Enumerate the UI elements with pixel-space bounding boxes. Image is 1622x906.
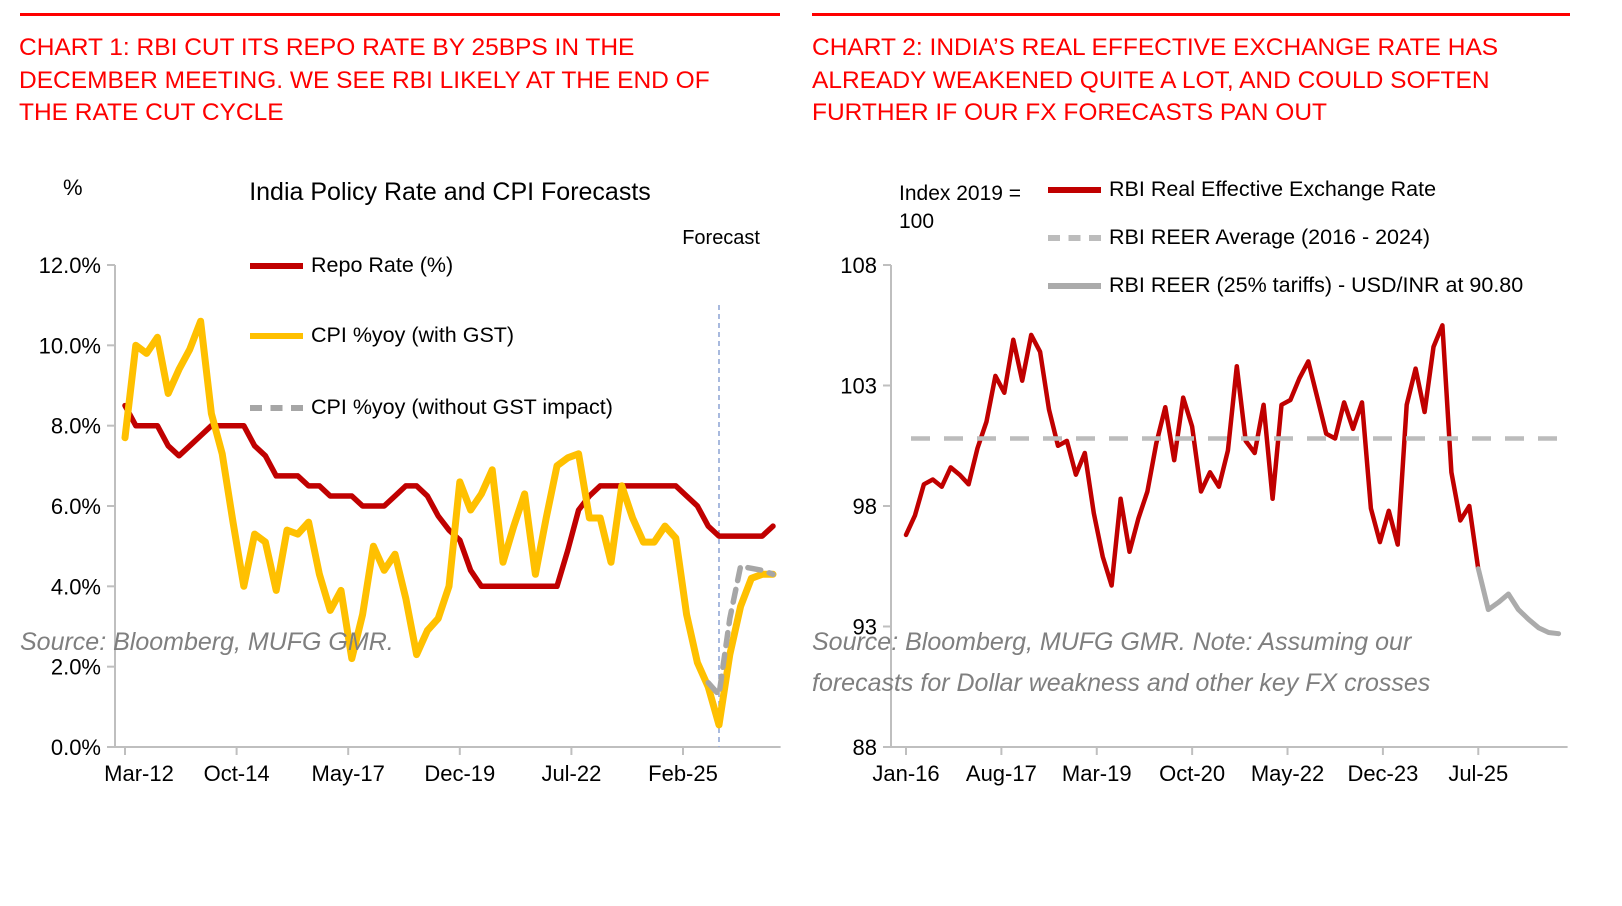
- svg-text:Jan-16: Jan-16: [872, 761, 939, 786]
- chart-2-area: 88 93 98 103 108 Jan-16 Aug-17 Mar-19 Oct-20 May-…: [811, 165, 1622, 790]
- cpi-no-gst-line-swatch: [250, 404, 303, 411]
- svg-text:Oct-14: Oct-14: [204, 761, 270, 786]
- repo-rate-line-swatch: [250, 262, 303, 269]
- legend-item-cpi-no-gst: CPI %yoy (without GST impact): [250, 395, 613, 420]
- chart-2-source-note: Source: Bloomberg, MUFG GMR. Note: Assum…: [812, 628, 1431, 698]
- svg-text:Aug-17: Aug-17: [966, 761, 1037, 786]
- svg-text:Dec-23: Dec-23: [1347, 761, 1418, 786]
- policy-rate-cpi-chart: 0.0% 2.0% 4.0% 6.0% 8.0% 10.0% 12.0% Mar-12 Oct-…: [39, 253, 781, 786]
- legend-label: Repo Rate (%): [311, 253, 454, 277]
- reer-chart: 88 93 98 103 108 Jan-16 Aug-17 Mar-19 Oct-20 May-…: [840, 253, 1568, 786]
- chart-1-source-note: Source: Bloomberg, MUFG GMR.: [20, 628, 394, 656]
- svg-text:88: 88: [853, 735, 877, 760]
- chart-1-title: India Policy Rate and CPI Forecasts: [249, 178, 651, 206]
- reer-line-swatch: [1048, 186, 1101, 193]
- chart-1-heading: CHART 1: RBI CUT ITS REPO RATE BY 25BPS …: [19, 34, 710, 127]
- svg-text:10.0%: 10.0%: [39, 333, 101, 358]
- legend-label: CPI %yoy (without GST impact): [311, 395, 613, 419]
- svg-text:12.0%: 12.0%: [39, 253, 101, 278]
- cpi-gst-line-swatch: [250, 332, 303, 339]
- svg-text:Jul-25: Jul-25: [1448, 761, 1508, 786]
- panel-chart-2: CHART 2: INDIA’S REAL EFFECTIVE EXCHANGE…: [811, 0, 1622, 906]
- svg-text:Mar-12: Mar-12: [104, 761, 174, 786]
- svg-text:May-17: May-17: [312, 761, 385, 786]
- legend-label: CPI %yoy (with GST): [311, 323, 515, 347]
- red-divider-rule: [812, 13, 1570, 16]
- legend-item-repo-rate: Repo Rate (%): [250, 253, 453, 278]
- svg-text:Feb-25: Feb-25: [648, 761, 718, 786]
- svg-text:103: 103: [840, 374, 877, 399]
- svg-text:Oct-20: Oct-20: [1159, 761, 1225, 786]
- svg-text:2.0%: 2.0%: [51, 655, 101, 680]
- reer-tariffs-line-swatch: [1048, 282, 1101, 289]
- legend-label: RBI REER Average (2016 - 2024): [1109, 225, 1431, 249]
- forecast-label: Forecast: [682, 227, 760, 249]
- legend-item-reer-average: RBI REER Average (2016 - 2024): [1048, 225, 1430, 250]
- svg-text:108: 108: [840, 253, 877, 278]
- red-divider-rule: [20, 13, 780, 16]
- svg-text:4.0%: 4.0%: [51, 574, 101, 599]
- svg-text:Dec-19: Dec-19: [424, 761, 495, 786]
- y-axis-unit-label: %: [63, 175, 83, 200]
- svg-text:May-22: May-22: [1251, 761, 1324, 786]
- svg-text:6.0%: 6.0%: [51, 494, 101, 519]
- chart-2-heading: CHART 2: INDIA’S REAL EFFECTIVE EXCHANGE…: [812, 34, 1499, 127]
- legend-item-reer-tariffs: RBI REER (25% tariffs) - USD/INR at 90.8…: [1048, 273, 1523, 298]
- svg-text:8.0%: 8.0%: [51, 414, 101, 439]
- legend-label: RBI REER (25% tariffs) - USD/INR at 90.8…: [1109, 273, 1524, 297]
- svg-text:93: 93: [853, 615, 877, 640]
- legend-label: RBI Real Effective Exchange Rate: [1109, 177, 1437, 201]
- legend-item-cpi-gst: CPI %yoy (with GST): [250, 323, 514, 348]
- chart-1-area: 0.0% 2.0% 4.0% 6.0% 8.0% 10.0% 12.0% Mar-12 Oct-…: [0, 165, 811, 790]
- index-base-label: Index 2019 = 100: [899, 182, 1022, 234]
- svg-text:0.0%: 0.0%: [51, 735, 101, 760]
- svg-text:98: 98: [853, 494, 877, 519]
- svg-text:Jul-22: Jul-22: [541, 761, 601, 786]
- svg-text:Mar-19: Mar-19: [1062, 761, 1132, 786]
- reer-average-line-swatch: [1048, 234, 1101, 241]
- panel-chart-1: CHART 1: RBI CUT ITS REPO RATE BY 25BPS …: [0, 13, 811, 790]
- legend-item-reer: RBI Real Effective Exchange Rate: [1048, 177, 1436, 202]
